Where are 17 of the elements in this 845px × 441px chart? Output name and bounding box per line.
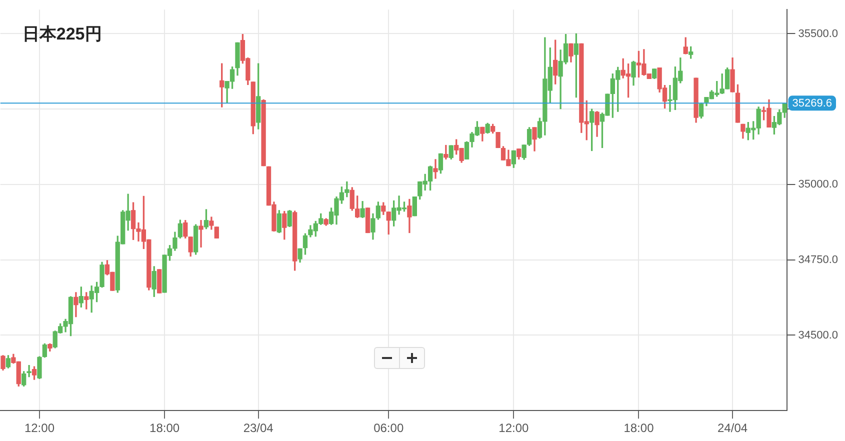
x-tick-label: 23/04 <box>243 421 274 436</box>
y-tick-label: 35500.0 <box>798 28 838 40</box>
candlestick <box>444 144 448 160</box>
x-tick-label: 12:00 <box>24 421 55 436</box>
x-tick-label: 18:00 <box>624 421 654 436</box>
x-tick-label: 06:00 <box>374 421 404 436</box>
y-tick-label: 34750.0 <box>798 254 838 266</box>
candlestick <box>198 220 204 248</box>
x-tick-label: 24/04 <box>718 421 748 436</box>
text: 日本225円 <box>22 24 102 44</box>
ref-line-label: 35269.6 <box>792 98 832 110</box>
x-tick-label: 18:00 <box>150 421 180 436</box>
candlestick <box>433 159 438 179</box>
candlestick <box>26 365 32 378</box>
y-tick-label: 34500.0 <box>798 329 838 342</box>
y-tick-label: 35000.0 <box>798 178 838 191</box>
x-tick-label: 12:00 <box>498 421 530 436</box>
